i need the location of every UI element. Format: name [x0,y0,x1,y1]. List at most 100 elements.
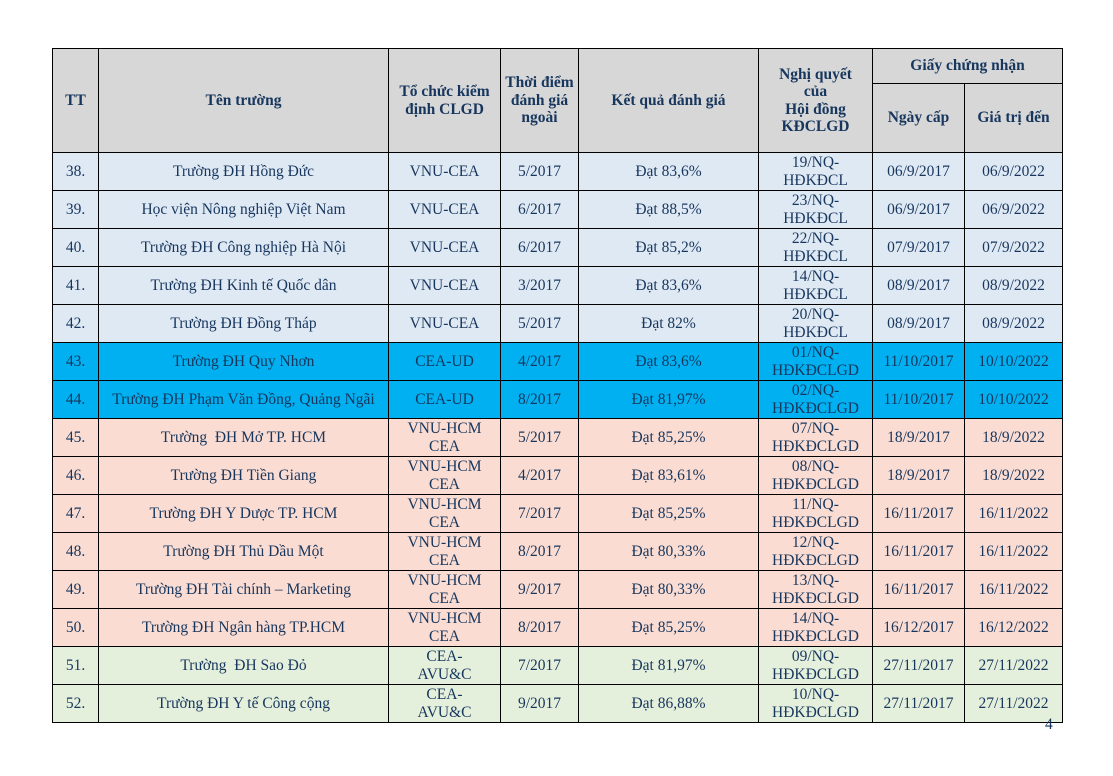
cell-resolution: 19/NQ- HĐKĐCL [758,152,873,191]
cell-valid-until: 10/10/2022 [964,342,1063,381]
cell-valid-until: 06/9/2022 [964,190,1063,229]
cell-valid-until: 16/12/2022 [964,608,1063,647]
cell-issue-date: 27/11/2017 [872,646,965,685]
cell-org: VNU-CEA [388,304,501,343]
cell-result: Đạt 85,25% [578,418,759,457]
cell-tt: 42. [52,304,99,343]
cell-issue-date: 18/9/2017 [872,418,965,457]
cell-issue-date: 16/11/2017 [872,494,965,533]
cell-org: CEA-UD [388,342,501,381]
cell-resolution: 11/NQ- HĐKĐCLGD [758,494,873,533]
cell-org: CEA- AVU&C [388,684,501,723]
cell-name: Trường ĐH Thủ Dầu Một [98,532,389,571]
cell-issue-date: 08/9/2017 [872,266,965,305]
cell-issue-date: 07/9/2017 [872,228,965,267]
cell-valid-until: 07/9/2022 [964,228,1063,267]
cell-resolution: 08/NQ- HĐKĐCLGD [758,456,873,495]
cell-name: Trường ĐH Ngân hàng TP.HCM [98,608,389,647]
cell-org: VNU-CEA [388,228,501,267]
cell-valid-until: 27/11/2022 [964,646,1063,685]
cell-time: 4/2017 [500,342,579,381]
cell-result: Đạt 83,6% [578,152,759,191]
cell-time: 7/2017 [500,646,579,685]
cell-tt: 41. [52,266,99,305]
header-certificate: Giấy chứng nhận [872,48,1063,84]
cell-result: Đạt 85,25% [578,608,759,647]
cell-resolution: 09/NQ- HĐKĐCLGD [758,646,873,685]
cell-time: 4/2017 [500,456,579,495]
cell-resolution: 14/NQ- HĐKĐCLGD [758,608,873,647]
cell-result: Đạt 85,25% [578,494,759,533]
cell-resolution: 13/NQ- HĐKĐCLGD [758,570,873,609]
table-row: 41. Trường ĐH Kinh tế Quốc dân VNU-CEA 3/20… [52,266,1063,305]
cell-org: VNU-HCM CEA [388,456,501,495]
cell-resolution: 10/NQ- HĐKĐCLGD [758,684,873,723]
table-row: 43. Trường ĐH Quy Nhơn CEA-UD 4/2017 Đạt 83,… [52,342,1063,381]
header-evaluation-time: Thời điểm đánh giá ngoài [500,48,579,153]
cell-name: Trường ĐH Đồng Tháp [98,304,389,343]
cell-issue-date: 11/10/2017 [872,380,965,419]
cell-name: Trường ĐH Tiền Giang [98,456,389,495]
cell-tt: 45. [52,418,99,457]
cell-valid-until: 18/9/2022 [964,418,1063,457]
cell-valid-until: 06/9/2022 [964,152,1063,191]
accreditation-table: TT Tên trường Tổ chức kiểm định CLGD Thờ… [52,48,1063,723]
cell-tt: 39. [52,190,99,229]
cell-tt: 47. [52,494,99,533]
cell-issue-date: 06/9/2017 [872,152,965,191]
table-row: 46. Trường ĐH Tiền Giang VNU-HCM CEA 4/2017… [52,456,1063,495]
header-accreditation-org: Tổ chức kiểm định CLGD [388,48,501,153]
cell-name: Trường ĐH Y tế Công cộng [98,684,389,723]
table-row: 45. Trường ĐH Mở TP. HCM VNU-HCM CEA 5/2017… [52,418,1063,457]
cell-tt: 48. [52,532,99,571]
cell-org: VNU-HCM CEA [388,570,501,609]
cell-result: Đạt 88,5% [578,190,759,229]
cell-name: Trường ĐH Quy Nhơn [98,342,389,381]
cell-time: 9/2017 [500,684,579,723]
cell-resolution: 14/NQ- HĐKĐCL [758,266,873,305]
table-row: 49. Trường ĐH Tài chính – Marketing VNU-HC… [52,570,1063,609]
cell-tt: 46. [52,456,99,495]
table-row: 48. Trường ĐH Thủ Dầu Một VNU-HCM CEA 8/201… [52,532,1063,571]
cell-result: Đạt 81,97% [578,380,759,419]
cell-result: Đạt 82% [578,304,759,343]
cell-resolution: 01/NQ- HĐKĐCLGD [758,342,873,381]
cell-tt: 49. [52,570,99,609]
cell-resolution: 02/NQ- HĐKĐCLGD [758,380,873,419]
table-body: 38. Trường ĐH Hồng Đức VNU-CEA 5/2017 Đạt 83… [52,152,1063,723]
cell-result: Đạt 81,97% [578,646,759,685]
cell-result: Đạt 86,88% [578,684,759,723]
cell-org: VNU-CEA [388,190,501,229]
cell-valid-until: 27/11/2022 [964,684,1063,723]
cell-time: 8/2017 [500,380,579,419]
cell-time: 5/2017 [500,418,579,457]
cell-time: 5/2017 [500,304,579,343]
header-resolution: Nghị quyết của Hội đồng KĐCLGD [758,48,873,153]
cell-issue-date: 08/9/2017 [872,304,965,343]
cell-tt: 38. [52,152,99,191]
cell-time: 8/2017 [500,608,579,647]
cell-tt: 44. [52,380,99,419]
cell-result: Đạt 80,33% [578,570,759,609]
table-row: 51. Trường ĐH Sao Đỏ CEA- AVU&C 7/2017 Đạt 8… [52,646,1063,685]
header-tt: TT [52,48,99,153]
cell-time: 9/2017 [500,570,579,609]
cell-name: Trường ĐH Hồng Đức [98,152,389,191]
cell-issue-date: 27/11/2017 [872,684,965,723]
cell-resolution: 23/NQ- HĐKĐCL [758,190,873,229]
cell-issue-date: 16/12/2017 [872,608,965,647]
cell-org: VNU-HCM CEA [388,608,501,647]
cell-issue-date: 18/9/2017 [872,456,965,495]
table-row: 42. Trường ĐH Đồng Tháp VNU-CEA 5/2017 Đạt 8… [52,304,1063,343]
cell-valid-until: 10/10/2022 [964,380,1063,419]
table-row: 38. Trường ĐH Hồng Đức VNU-CEA 5/2017 Đạt 83… [52,152,1063,191]
header-evaluation-result: Kết quả đánh giá [578,48,759,153]
cell-name: Trường ĐH Y Dược TP. HCM [98,494,389,533]
cell-resolution: 20/NQ- HĐKĐCL [758,304,873,343]
table-row: 47. Trường ĐH Y Dược TP. HCM VNU-HCM CEA 7/… [52,494,1063,533]
cell-time: 5/2017 [500,152,579,191]
cell-result: Đạt 85,2% [578,228,759,267]
cell-result: Đạt 80,33% [578,532,759,571]
cell-time: 3/2017 [500,266,579,305]
